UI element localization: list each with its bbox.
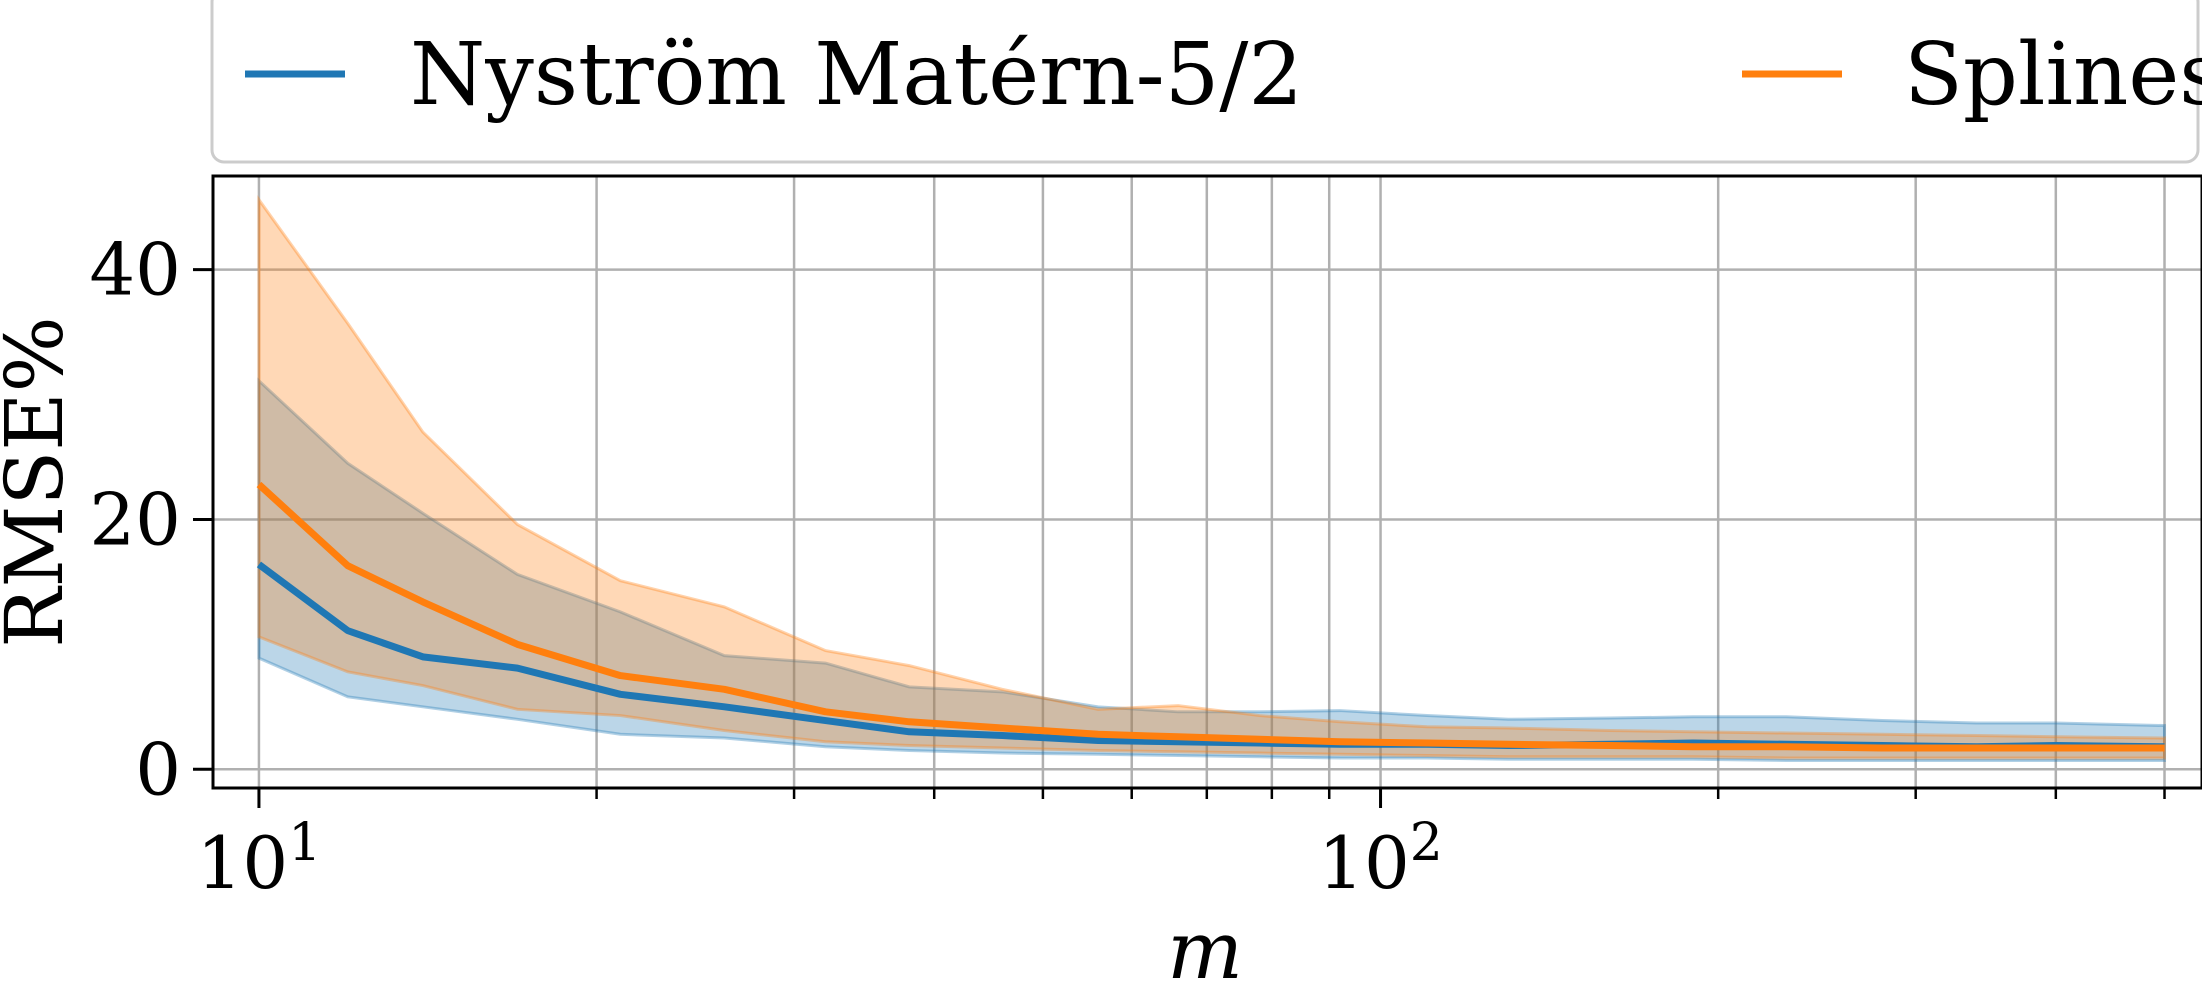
x-tick-label: 101	[197, 813, 322, 905]
series-lines	[256, 481, 2165, 752]
x-axis-title: m	[1167, 904, 1243, 995]
legend-box	[210, 0, 2200, 164]
y-tick-label: 40	[89, 228, 181, 312]
legend-label-splines: Splines	[1904, 25, 2202, 125]
x-tick-label: 102	[1318, 813, 1443, 905]
line-splines	[256, 481, 2165, 752]
confidence-bands	[257, 195, 2167, 763]
y-tick-label: 20	[89, 477, 181, 561]
axis-ticks: 101 102 0 20 40	[89, 228, 2166, 905]
y-axis-title: RMSE%	[0, 316, 81, 647]
band-nystrom	[257, 377, 2167, 763]
grid	[213, 176, 2202, 788]
band-splines	[257, 195, 2167, 760]
legend-label-nystrom: Nyström Matérn-5/2	[410, 25, 1303, 125]
y-tick-label: 0	[135, 727, 181, 811]
